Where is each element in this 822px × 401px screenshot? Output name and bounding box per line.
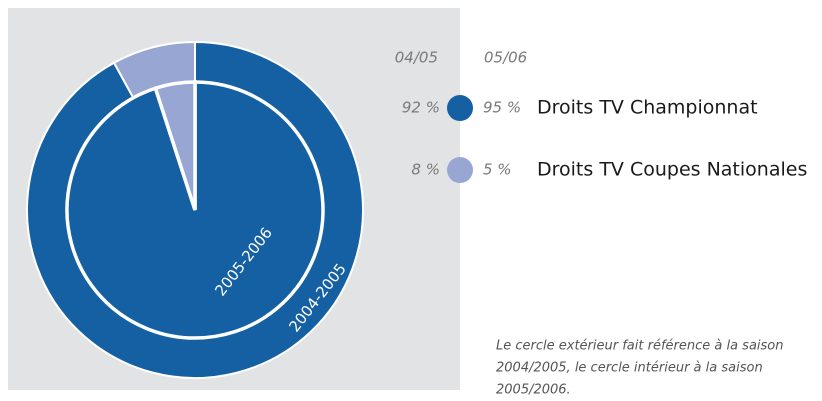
legend-header: 04/05	[395, 49, 438, 67]
note: 2004/2005, le cercle intérieur à la sais…	[496, 361, 763, 376]
legend-value: 5 %	[483, 161, 512, 179]
note: Le cercle extérieur fait référence à la …	[496, 339, 784, 354]
legend-swatch	[447, 95, 473, 121]
pie-slice	[153, 80, 197, 211]
legend-header: 05/06	[484, 49, 527, 67]
note: 2005/2006.	[496, 383, 571, 398]
legend-label: Droits TV Championnat	[537, 97, 758, 119]
legend-value: 8 %	[411, 161, 440, 179]
legend-label: Droits TV Coupes Nationales	[537, 159, 807, 181]
legend-value: 92 %	[402, 99, 440, 117]
legend-swatch	[447, 157, 473, 183]
legend-value: 95 %	[483, 99, 521, 117]
